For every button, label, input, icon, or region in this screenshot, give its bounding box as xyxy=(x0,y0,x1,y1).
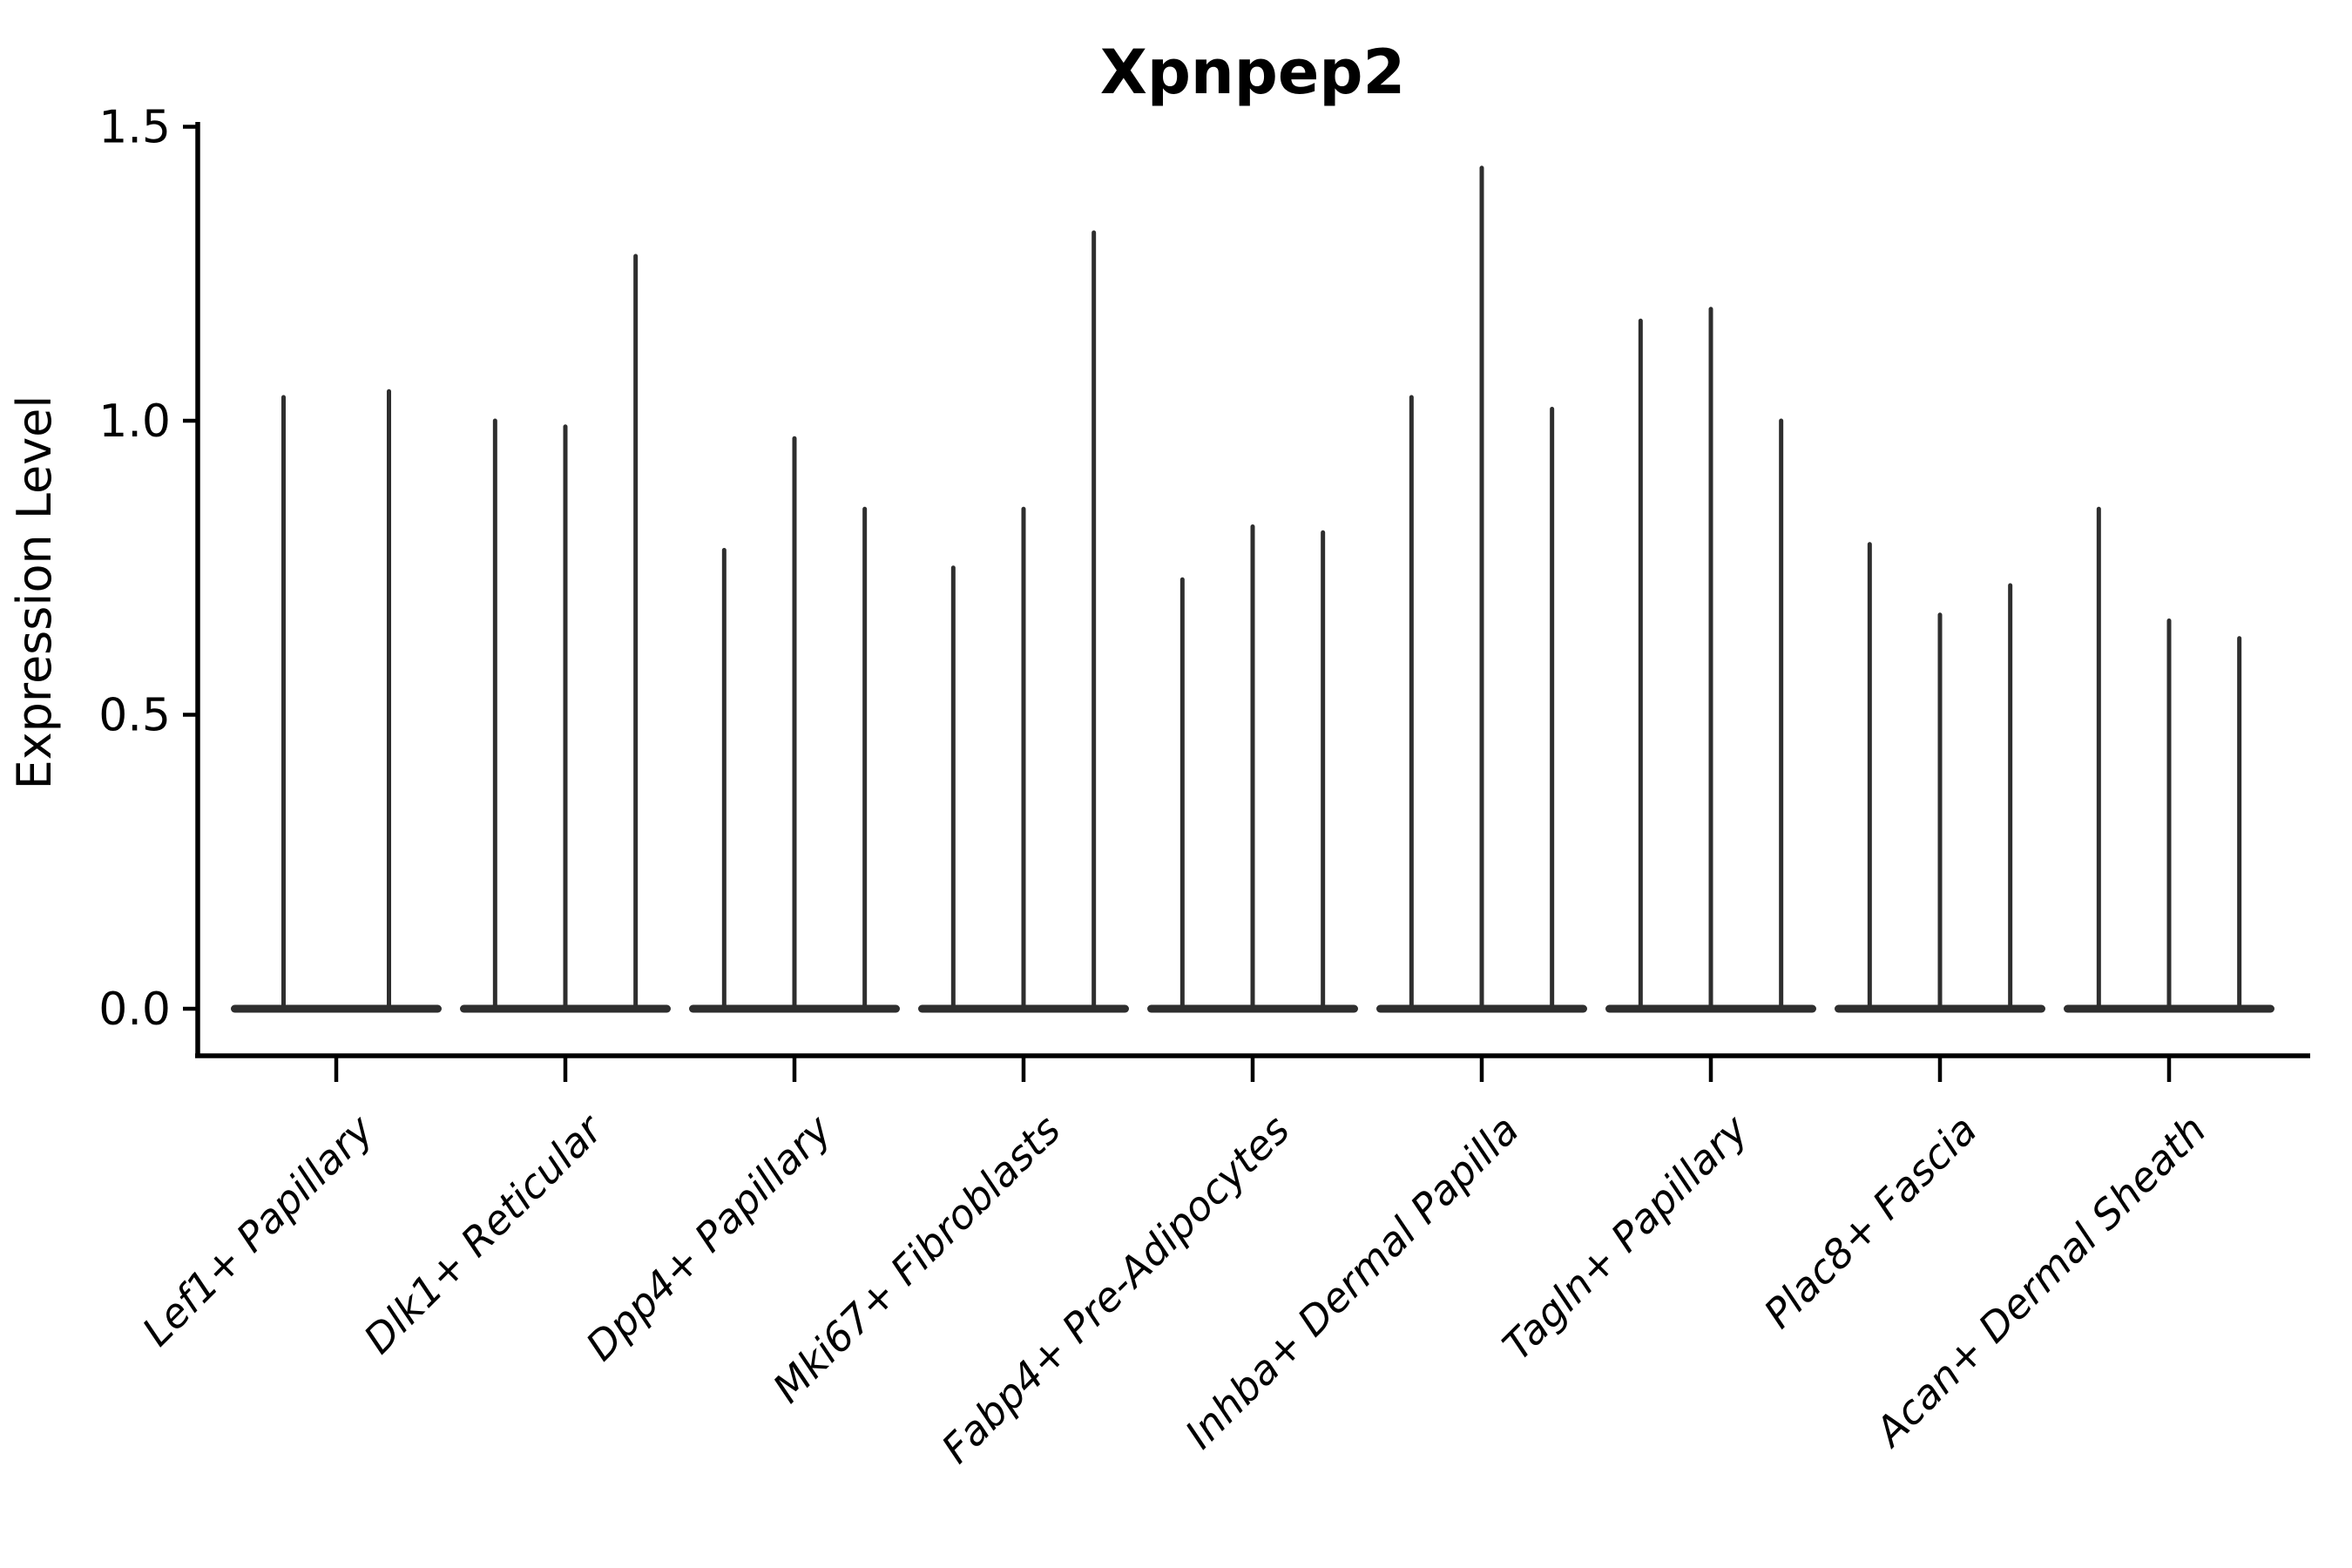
violin-group xyxy=(1835,542,2045,1013)
chart-title: Xpnpep2 xyxy=(1100,37,1405,108)
violin-group xyxy=(1376,166,1587,1013)
x-category-label: Tagln+ Papillary xyxy=(1493,1105,1757,1369)
violin-group xyxy=(231,389,442,1013)
x-category-label: Lef1+ Papillary xyxy=(133,1105,382,1355)
violin-group xyxy=(689,436,900,1013)
violin-group xyxy=(1147,524,1358,1013)
violin-group xyxy=(1605,307,1816,1013)
y-tick-label: 0.5 xyxy=(98,690,171,742)
y-tick-label: 0.0 xyxy=(98,983,171,1036)
y-axis-ticks: 0.0 0.5 1.0 1.5 xyxy=(98,102,198,1036)
x-category-label: Plac8+ Fascia xyxy=(1754,1106,1985,1337)
y-tick-label: 1.5 xyxy=(98,102,171,154)
violin-group xyxy=(460,253,671,1013)
violin-group xyxy=(2064,506,2274,1013)
x-category-label: Dpp4+ Papillary xyxy=(577,1105,841,1369)
violin-baseline xyxy=(231,1004,442,1013)
violins-layer xyxy=(231,166,2274,1013)
y-axis-title: Expression Level xyxy=(7,395,62,790)
x-category-label: Dlk1+ Reticular xyxy=(355,1104,613,1362)
violin-group xyxy=(918,230,1129,1013)
y-tick-label: 1.0 xyxy=(98,395,171,448)
